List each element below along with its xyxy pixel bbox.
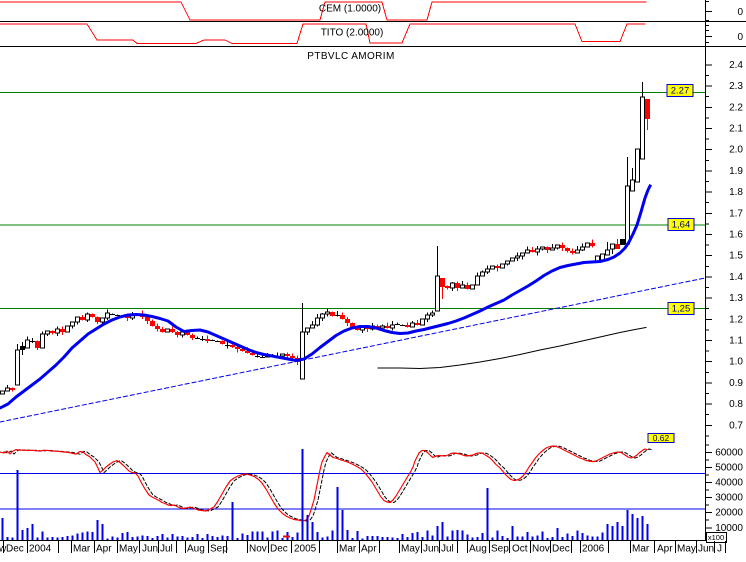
svg-text:May: May [119,544,138,555]
svg-text:Sep: Sep [210,544,228,555]
svg-text:1.5: 1.5 [729,251,743,262]
svg-text:Aug: Aug [469,544,487,555]
svg-text:1,25: 1,25 [672,304,691,315]
svg-text:0.62: 0.62 [653,433,670,443]
svg-text:30000: 30000 [715,493,743,504]
svg-text:1.8: 1.8 [729,187,743,198]
svg-text:1.7: 1.7 [729,208,743,219]
svg-text:1.2: 1.2 [729,314,743,325]
svg-text:Apr: Apr [361,544,377,555]
svg-text:40000: 40000 [715,478,743,489]
svg-text:J: J [717,544,722,555]
svg-text:0.8: 0.8 [729,399,743,410]
svg-text:Oct: Oct [512,544,528,555]
svg-text:1.0: 1.0 [729,357,743,368]
svg-text:1.6: 1.6 [729,230,743,241]
svg-text:2.2: 2.2 [729,102,743,113]
svg-text:Jun: Jun [142,544,158,555]
svg-text:0: 0 [737,7,743,18]
svg-text:Apr: Apr [96,544,112,555]
svg-text:Jul: Jul [160,544,173,555]
svg-text:Nov: Nov [249,544,267,555]
svg-text:May: May [677,544,696,555]
svg-text:2.4: 2.4 [729,60,743,71]
svg-text:1.4: 1.4 [729,272,743,283]
svg-text:20000: 20000 [715,508,743,519]
svg-text:1.9: 1.9 [729,166,743,177]
svg-text:Mar: Mar [632,544,650,555]
svg-text:0.9: 0.9 [729,378,743,389]
svg-text:0: 0 [737,32,743,43]
svg-text:Dec: Dec [270,544,288,555]
svg-text:CEM (1.0000): CEM (1.0000) [319,4,381,15]
svg-text:2006: 2006 [582,544,605,555]
svg-text:Sep: Sep [491,544,509,555]
svg-text:2.1: 2.1 [729,124,743,135]
svg-text:0.7: 0.7 [729,420,743,431]
svg-text:2.27: 2.27 [671,86,690,97]
svg-text:2.3: 2.3 [729,81,743,92]
svg-text:Apr: Apr [657,544,673,555]
svg-text:Mar: Mar [73,544,91,555]
svg-text:60000: 60000 [715,448,743,459]
svg-text:Jul: Jul [441,544,454,555]
svg-text:PTBVLC AMORIM: PTBVLC AMORIM [307,51,394,62]
svg-text:50000: 50000 [715,463,743,474]
svg-text:May: May [401,544,420,555]
svg-text:Mar: Mar [339,544,357,555]
svg-text:2.0: 2.0 [729,145,743,156]
svg-text:TITO (2.0000): TITO (2.0000) [321,28,384,39]
svg-text:1.1: 1.1 [729,336,743,347]
svg-text:Nov: Nov [532,544,550,555]
svg-text:Jun: Jun [698,544,714,555]
svg-text:10000: 10000 [715,523,743,534]
svg-text:Dec: Dec [552,544,570,555]
svg-text:2005: 2005 [294,544,317,555]
svg-text:2004: 2004 [29,544,52,555]
svg-text:1.3: 1.3 [729,293,743,304]
svg-text:Jun: Jun [423,544,439,555]
svg-text:Dec: Dec [6,544,24,555]
svg-text:x100: x100 [708,533,724,542]
svg-text:1,64: 1,64 [672,220,691,231]
svg-text:Aug: Aug [187,544,205,555]
